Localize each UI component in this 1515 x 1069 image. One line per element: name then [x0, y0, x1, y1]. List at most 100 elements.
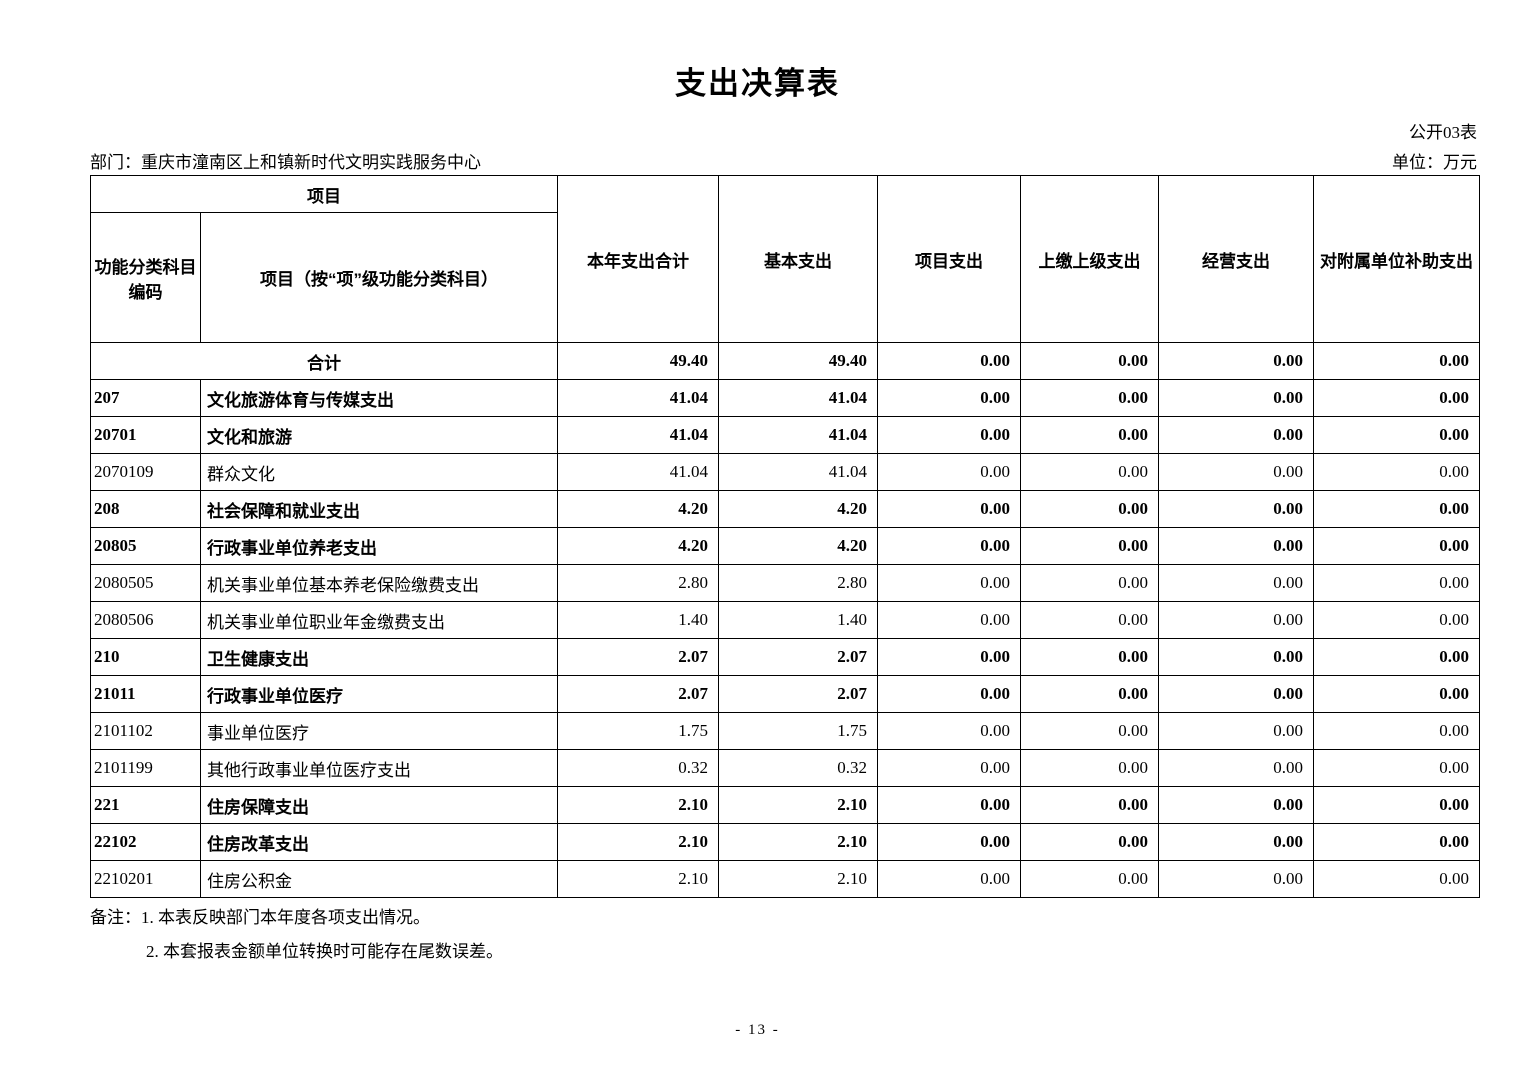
cell-function-code: 2080505 [90, 564, 201, 602]
cell-function-code: 2070109 [90, 453, 201, 491]
cell-value: 0.00 [1020, 786, 1159, 824]
cell-value: 2.10 [557, 860, 719, 898]
cell-function-code: 21011 [90, 675, 201, 713]
table-row: 20805 行政事业单位养老支出 4.20 4.20 0.00 0.00 0.00 0.00 [90, 527, 1480, 565]
cell-function-code: 22102 [90, 823, 201, 861]
cell-value: 0.00 [1020, 379, 1159, 417]
cell-function-code: 2080506 [90, 601, 201, 639]
cell-value: 0.00 [1313, 601, 1480, 639]
cell-value: 0.00 [1158, 342, 1314, 380]
cell-value: 0.00 [1158, 490, 1314, 528]
cell-value: 2.80 [718, 564, 878, 602]
table-number: 公开03表 [1409, 123, 1477, 142]
cell-value: 2.10 [718, 786, 878, 824]
cell-value: 0.00 [1313, 786, 1480, 824]
page-number: - 13 - [735, 1022, 780, 1038]
cell-value: 0.00 [1020, 860, 1159, 898]
cell-value: 0.00 [1020, 416, 1159, 454]
table-row: 2210201 住房公积金 2.10 2.10 0.00 0.00 0.00 0.00 [90, 860, 1480, 898]
cell-function-code: 2210201 [90, 860, 201, 898]
cell-function-code: 20701 [90, 416, 201, 454]
cell-value: 0.32 [718, 749, 878, 787]
cell-value: 2.07 [718, 675, 878, 713]
cell-function-code: 2101102 [90, 712, 201, 750]
notes-label: 备注： [90, 908, 141, 927]
cell-item-name: 住房保障支出 [200, 786, 558, 824]
table-row: 合计 49.40 49.40 0.00 0.00 0.00 0.00 [90, 342, 1480, 380]
cell-value: 0.00 [877, 453, 1021, 491]
cell-item-name: 文化和旅游 [200, 416, 558, 454]
cell-value: 0.00 [1158, 712, 1314, 750]
cell-value: 0.00 [1020, 712, 1159, 750]
cell-value: 0.00 [1313, 860, 1480, 898]
cell-value: 0.00 [1158, 416, 1314, 454]
table-row: 20701 文化和旅游 41.04 41.04 0.00 0.00 0.00 0.00 [90, 416, 1480, 454]
cell-value: 0.00 [877, 823, 1021, 861]
cell-value: 0.00 [1158, 453, 1314, 491]
cell-value: 0.00 [1313, 453, 1480, 491]
cell-function-code: 20805 [90, 527, 201, 565]
note-text-2: 2. 本套报表金额单位转换时可能存在尾数误差。 [146, 942, 503, 961]
cell-value: 4.20 [557, 527, 719, 565]
cell-item-name: 其他行政事业单位医疗支出 [200, 749, 558, 787]
cell-value: 4.20 [557, 490, 719, 528]
cell-value: 0.00 [1313, 823, 1480, 861]
cell-value: 1.75 [557, 712, 719, 750]
cell-item-name: 行政事业单位医疗 [200, 675, 558, 713]
cell-value: 0.00 [1020, 749, 1159, 787]
cell-value: 0.00 [1158, 564, 1314, 602]
note-line: 备注：1. 本表反映部门本年度各项支出情况。 [90, 901, 503, 935]
cell-value: 1.75 [718, 712, 878, 750]
cell-value: 0.00 [877, 638, 1021, 676]
cell-value: 0.00 [1020, 342, 1159, 380]
cell-function-code: 207 [90, 379, 201, 417]
unit-label: 单位：万元 [1392, 153, 1477, 172]
cell-value: 0.00 [1020, 823, 1159, 861]
cell-value: 0.00 [1020, 527, 1159, 565]
cell-value: 0.00 [1313, 416, 1480, 454]
header-item-title: 项目（按“项”级功能分类科目） [200, 212, 558, 343]
cell-item-name: 住房改革支出 [200, 823, 558, 861]
cell-value: 1.40 [557, 601, 719, 639]
cell-value: 2.10 [557, 786, 719, 824]
cell-value: 0.00 [1313, 342, 1480, 380]
note-text-1: 1. 本表反映部门本年度各项支出情况。 [141, 908, 430, 927]
cell-value: 41.04 [718, 416, 878, 454]
cell-value: 2.07 [557, 675, 719, 713]
column-header-upper: 上缴上级支出 [1020, 175, 1159, 343]
cell-function-code: 2101199 [90, 749, 201, 787]
cell-value: 49.40 [557, 342, 719, 380]
table-row: 2070109 群众文化 41.04 41.04 0.00 0.00 0.00 0.00 [90, 453, 1480, 491]
cell-value: 41.04 [557, 453, 719, 491]
cell-value: 2.07 [718, 638, 878, 676]
column-header-total: 本年支出合计 [557, 175, 719, 343]
notes: 备注：1. 本表反映部门本年度各项支出情况。 2. 本套报表金额单位转换时可能存… [90, 901, 503, 969]
cell-function-code: 210 [90, 638, 201, 676]
cell-value: 0.00 [1158, 749, 1314, 787]
cell-value: 0.00 [1313, 379, 1480, 417]
cell-value: 4.20 [718, 490, 878, 528]
cell-value: 0.00 [877, 527, 1021, 565]
header-function-code: 功能分类科目编码 [90, 212, 201, 343]
cell-value: 0.00 [877, 860, 1021, 898]
table-row: 210 卫生健康支出 2.07 2.07 0.00 0.00 0.00 0.00 [90, 638, 1480, 676]
cell-value: 0.00 [877, 712, 1021, 750]
cell-value: 0.00 [1020, 675, 1159, 713]
cell-value: 0.00 [1020, 453, 1159, 491]
cell-item-name: 卫生健康支出 [200, 638, 558, 676]
column-header-operating: 经营支出 [1158, 175, 1314, 343]
cell-value: 2.80 [557, 564, 719, 602]
cell-value: 41.04 [557, 379, 719, 417]
cell-value: 0.00 [1020, 490, 1159, 528]
cell-value: 0.00 [1158, 823, 1314, 861]
table-row: 207 文化旅游体育与传媒支出 41.04 41.04 0.00 0.00 0.00 0.00 [90, 379, 1480, 417]
cell-value: 0.00 [1158, 379, 1314, 417]
cell-value: 2.07 [557, 638, 719, 676]
cell-value: 0.00 [1313, 490, 1480, 528]
cell-value: 0.00 [877, 490, 1021, 528]
cell-value: 0.00 [1313, 712, 1480, 750]
cell-value: 41.04 [718, 379, 878, 417]
note-line: 2. 本套报表金额单位转换时可能存在尾数误差。 [90, 935, 503, 969]
row-label-total: 合计 [90, 342, 558, 380]
table-row: 21011 行政事业单位医疗 2.07 2.07 0.00 0.00 0.00 0.00 [90, 675, 1480, 713]
